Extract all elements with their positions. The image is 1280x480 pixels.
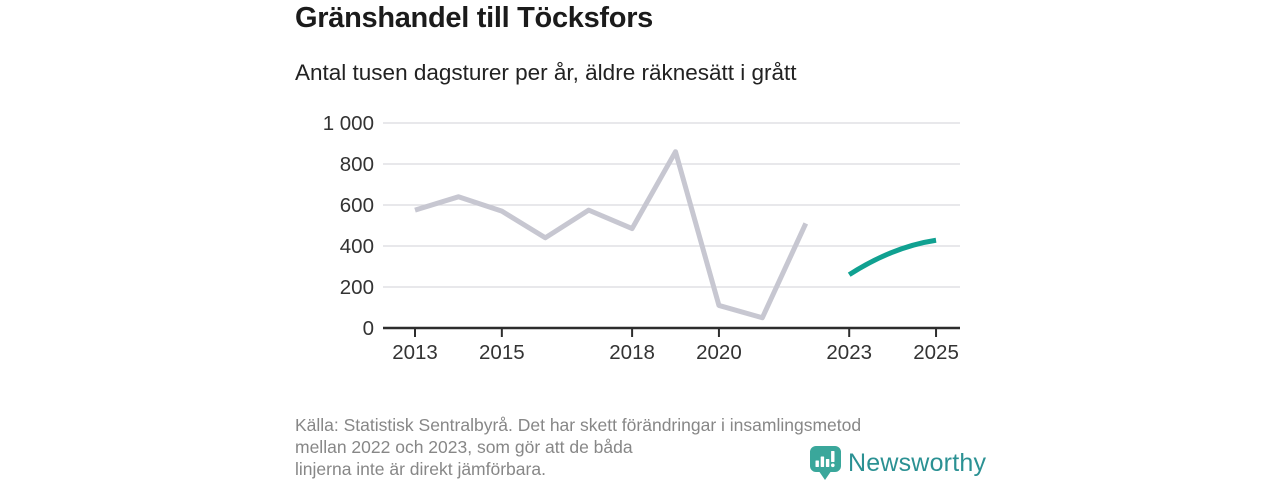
svg-text:2020: 2020 (696, 341, 742, 364)
newsworthy-logo-text: Newsworthy (848, 448, 987, 477)
svg-text:2013: 2013 (392, 341, 438, 364)
chart-title: Gränshandel till Töcksfors (295, 2, 654, 34)
svg-text:600: 600 (340, 194, 374, 217)
source-note: Källa: Statistisk Sentralbyrå. Det har s… (295, 414, 861, 480)
svg-text:2023: 2023 (826, 341, 872, 364)
svg-text:200: 200 (340, 276, 374, 299)
svg-text:2015: 2015 (479, 341, 525, 364)
newsworthy-logo: Newsworthy (810, 446, 986, 480)
x-axis-labels: 2013 2015 2018 2020 2023 2025 (392, 329, 959, 364)
svg-text:800: 800 (340, 153, 374, 176)
source-note-line: mellan 2022 och 2023, som gör att de båd… (295, 437, 633, 457)
series-aldre-raknesatt-gra-linje (414, 149, 809, 321)
newsworthy-bubble-barchart-icon (810, 446, 841, 480)
chart-subtitle: Antal tusen dagsturer per år, äldre räkn… (295, 60, 797, 85)
series-nytt-raknesatt-teal-linje (847, 237, 937, 277)
svg-text:400: 400 (340, 235, 374, 258)
svg-text:2018: 2018 (609, 341, 655, 364)
svg-text:2025: 2025 (913, 341, 959, 364)
svg-text:1 000: 1 000 (323, 112, 374, 135)
source-note-line: linjerna inte är direkt jämförbara. (295, 459, 546, 479)
y-axis-labels: 0 200 400 600 800 1 000 (323, 112, 374, 340)
svg-text:0: 0 (363, 317, 374, 340)
source-note-line: Källa: Statistisk Sentralbyrå. Det har s… (295, 415, 862, 435)
